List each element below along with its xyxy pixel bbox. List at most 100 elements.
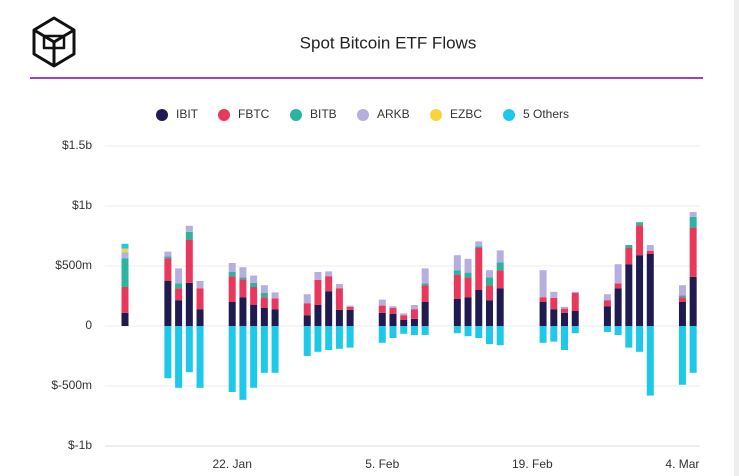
bar-segment	[121, 258, 129, 287]
bar-segment	[485, 300, 493, 326]
legend-label: BITB	[310, 107, 337, 121]
bar-segment	[335, 326, 343, 349]
bar-segment	[314, 279, 322, 305]
bar-segment	[325, 291, 333, 326]
y-tick-label: $-500m	[51, 378, 92, 392]
bar-segment	[303, 294, 311, 304]
bar-segment	[389, 306, 397, 308]
bar-segment	[303, 303, 311, 316]
bar-segment	[678, 295, 686, 298]
bar-segment	[453, 270, 461, 275]
bar-segment	[239, 279, 247, 298]
y-tick-label: $500m	[55, 258, 92, 272]
bar-segment	[239, 277, 247, 280]
bar-segment	[485, 285, 493, 301]
y-tick-label: $-1b	[68, 438, 92, 452]
bar-segment	[485, 270, 493, 278]
bar-segment	[625, 245, 633, 248]
bar-segment	[475, 241, 483, 247]
bar-segment	[164, 281, 172, 326]
bar-segment	[260, 293, 268, 298]
bar-segment	[421, 283, 429, 286]
bar-segment	[121, 312, 129, 326]
bar-segment	[646, 245, 654, 251]
bar-segment	[196, 288, 204, 310]
bar-segment	[550, 326, 558, 342]
bar-segment	[689, 276, 697, 326]
bar-segment	[346, 306, 354, 310]
bar-segment	[636, 222, 644, 226]
bar-segment	[185, 225, 193, 232]
bar-segment	[400, 326, 408, 334]
x-tick-label: 5. Feb	[365, 457, 399, 471]
bar-segment	[453, 326, 461, 334]
bar-segment	[646, 254, 654, 326]
bar-segment	[678, 285, 686, 296]
bar-segment	[346, 326, 354, 348]
bar-segment	[250, 275, 258, 283]
bar-segment	[485, 326, 493, 344]
bar-segment	[421, 326, 429, 335]
legend-swatch	[218, 109, 230, 121]
legend-swatch	[430, 109, 442, 121]
bar-segment	[239, 267, 247, 278]
bar-segment	[185, 231, 193, 240]
bar-segment	[314, 305, 322, 326]
y-tick-label: $1.5b	[62, 138, 92, 152]
bar-segment	[614, 283, 622, 289]
bar-segment	[464, 326, 472, 337]
bar-segment	[185, 326, 193, 373]
bar-segment	[175, 326, 183, 388]
bar-segment	[689, 227, 697, 277]
bar-segment	[400, 315, 408, 320]
bar-segment	[378, 299, 386, 306]
bar-segment	[410, 318, 418, 326]
bar-segment	[603, 326, 611, 332]
bar-segment	[646, 326, 654, 396]
legend-swatch	[357, 109, 369, 121]
bar-segment	[550, 297, 558, 310]
bar-segment	[121, 248, 129, 253]
bar-segment	[325, 326, 333, 350]
bar-segment	[335, 309, 343, 326]
bar-segment	[314, 326, 322, 352]
bar-segment	[250, 287, 258, 305]
logo	[32, 16, 76, 68]
legend-label: EZBC	[450, 107, 482, 121]
legend-label: FBTC	[238, 107, 270, 121]
bar-segment	[539, 297, 547, 302]
bar-segment	[421, 302, 429, 326]
bar-segment	[646, 251, 654, 254]
bar-segment	[410, 309, 418, 319]
bar-segment	[603, 294, 611, 301]
legend-swatch	[156, 109, 168, 121]
bar-segment	[421, 285, 429, 302]
bar-segment	[250, 326, 258, 388]
bar-segment	[271, 298, 279, 310]
bar-segment	[485, 277, 493, 286]
bar-segment	[496, 326, 504, 346]
bar-segment	[164, 256, 172, 259]
x-tick-label: 19. Feb	[512, 457, 553, 471]
bar-segment	[239, 326, 247, 400]
bar-segment	[271, 309, 279, 326]
bar-segment	[389, 308, 397, 314]
legend-label: ARKB	[377, 107, 410, 121]
scrollbar	[734, 0, 739, 476]
legend-label: IBIT	[176, 107, 199, 121]
bar-segment	[346, 305, 354, 307]
bar-segment	[571, 311, 579, 326]
bar-segment	[185, 282, 193, 326]
bar-segment	[175, 283, 183, 289]
x-tick-label: 22. Jan	[213, 457, 252, 471]
bar-segment	[196, 309, 204, 326]
bar-segment	[228, 263, 236, 272]
bar-segment	[678, 297, 686, 302]
bar-segment	[539, 302, 547, 326]
bar-segment	[539, 326, 547, 343]
bar-segment	[496, 262, 504, 271]
bar-segment	[271, 326, 279, 373]
bar-segment	[453, 255, 461, 271]
bar-segment	[196, 326, 204, 388]
